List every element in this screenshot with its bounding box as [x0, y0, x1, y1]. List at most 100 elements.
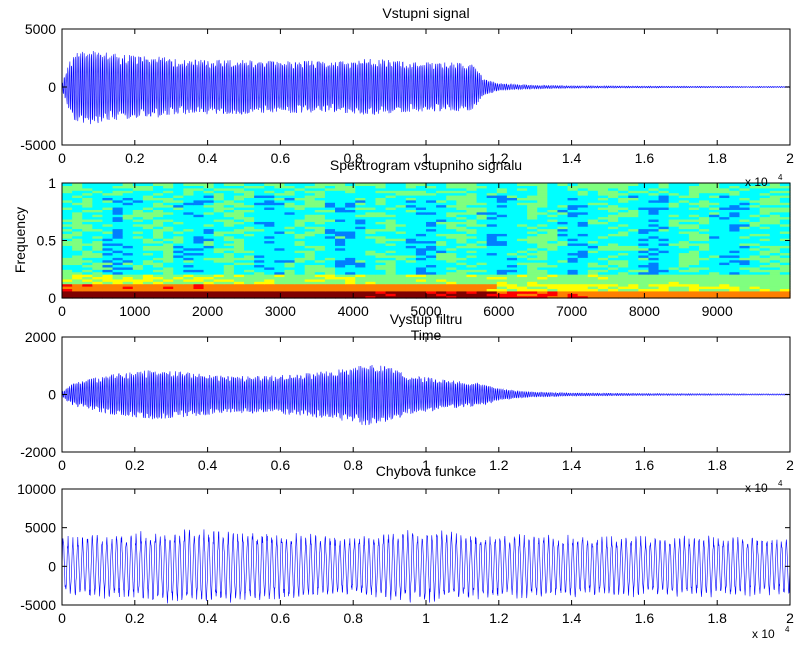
spectrogram-cell: [527, 187, 538, 191]
spectrogram-cell: [446, 293, 457, 297]
spectrogram-cell: [739, 286, 751, 290]
spectrogram-cell: [142, 235, 154, 239]
spectrogram-cell: [699, 197, 710, 201]
spectrogram-cell: [233, 218, 245, 222]
spectrogram-cell: [658, 199, 670, 203]
spectrogram-cell: [527, 211, 538, 215]
spectrogram-cell: [547, 240, 559, 244]
spectrogram-cell: [304, 274, 316, 278]
spectrogram-cell: [395, 233, 407, 237]
spectrogram-cell: [688, 211, 700, 215]
spectrogram-cell: [385, 242, 397, 246]
spectrogram-cell: [608, 216, 619, 220]
spectrogram-cell: [759, 269, 771, 273]
spectrogram-cell: [638, 192, 650, 196]
spectrogram-cell: [719, 221, 730, 225]
spectrogram-cell: [102, 218, 114, 222]
spectrogram-cell: [688, 288, 700, 292]
spectrogram-cell: [577, 254, 589, 258]
spectrogram-cell: [385, 235, 397, 239]
spectrogram-cell: [385, 230, 397, 234]
y-tick-label: 0.5: [37, 233, 57, 249]
spectrogram-cell: [446, 286, 457, 290]
spectrogram-cell: [476, 276, 488, 280]
spectrogram-cell: [122, 221, 134, 225]
spectrogram-cell: [203, 290, 215, 294]
spectrogram-cell: [244, 257, 255, 261]
spectrogram-cell: [618, 230, 629, 234]
spectrogram-cell: [233, 221, 245, 225]
spectrogram-cell: [779, 242, 791, 246]
spectrogram-cell: [587, 216, 599, 220]
spectrogram-cell: [132, 235, 144, 239]
spectrogram-cell: [355, 247, 366, 251]
spectrogram-cell: [608, 238, 619, 242]
spectrogram-cell: [72, 216, 83, 220]
spectrogram-cell: [597, 218, 609, 222]
spectrogram-cell: [739, 206, 751, 210]
spectrogram-cell: [335, 247, 346, 251]
spectrogram-cell: [426, 192, 437, 196]
spectrogram-cell: [112, 190, 124, 194]
spectrogram-cell: [153, 257, 164, 261]
spectrogram-cell: [668, 218, 680, 222]
spectrogram-cell: [284, 190, 296, 194]
spectrogram-cell: [92, 199, 104, 203]
spectrogram-cell: [193, 286, 205, 290]
spectrogram-cell: [749, 221, 761, 225]
spectrogram-cell: [426, 238, 437, 242]
spectrogram-cell: [264, 199, 275, 203]
spectrogram-cell: [122, 223, 134, 227]
spectrogram-cell: [678, 269, 690, 273]
spectrogram-cell: [304, 190, 316, 194]
spectrogram-cell: [537, 290, 548, 294]
spectrogram-cell: [284, 211, 296, 215]
spectrogram-cell: [678, 235, 690, 239]
spectrogram-cell: [567, 199, 579, 203]
spectrogram-cell: [314, 283, 326, 287]
spectrogram-cell: [294, 209, 306, 213]
spectrogram-cell: [153, 238, 164, 242]
spectrogram-cell: [557, 185, 569, 189]
spectrogram-cell: [517, 211, 528, 215]
spectrogram-cell: [779, 221, 791, 225]
spectrogram-cell: [274, 278, 286, 282]
spectrogram-cell: [517, 288, 528, 292]
spectrogram-cell: [132, 262, 144, 266]
spectrogram-cell: [213, 262, 225, 266]
spectrogram-cell: [506, 216, 518, 220]
spectrogram-cell: [365, 197, 377, 201]
spectrogram-cell: [355, 293, 366, 297]
spectrogram-cell: [648, 276, 660, 280]
y-tick-label: 5000: [25, 520, 56, 536]
spectrogram-cell: [537, 257, 548, 261]
spectrogram-cell: [415, 242, 427, 246]
spectrogram-cell: [557, 211, 569, 215]
spectrogram-cell: [678, 214, 690, 218]
spectrogram-cell: [385, 190, 397, 194]
spectrogram-cell: [112, 290, 124, 294]
spectrogram-cell: [183, 187, 195, 191]
spectrogram-cell: [405, 226, 417, 230]
spectrogram-cell: [102, 214, 114, 218]
spectrogram-cell: [314, 233, 326, 237]
spectrogram-cell: [496, 274, 508, 278]
spectrogram-cell: [254, 228, 265, 232]
spectrogram-cell: [415, 206, 427, 210]
spectrogram-cell: [709, 290, 720, 294]
spectrogram-cell: [163, 216, 174, 220]
spectrogram-cell: [345, 245, 356, 249]
signal-line: [61, 364, 791, 426]
spectrogram-cell: [274, 192, 286, 196]
spectrogram-cell: [72, 221, 83, 225]
spectrogram-cell: [355, 204, 366, 208]
spectrogram-cell: [233, 206, 245, 210]
spectrogram-cell: [759, 228, 771, 232]
spectrogram-cell: [324, 276, 336, 280]
spectrogram-cell: [537, 223, 548, 227]
spectrogram-cell: [102, 185, 114, 189]
spectrogram-cell: [719, 209, 730, 213]
spectrogram-cell: [466, 269, 478, 273]
spectrogram-cell: [759, 293, 771, 297]
spectrogram-cell: [446, 252, 457, 256]
